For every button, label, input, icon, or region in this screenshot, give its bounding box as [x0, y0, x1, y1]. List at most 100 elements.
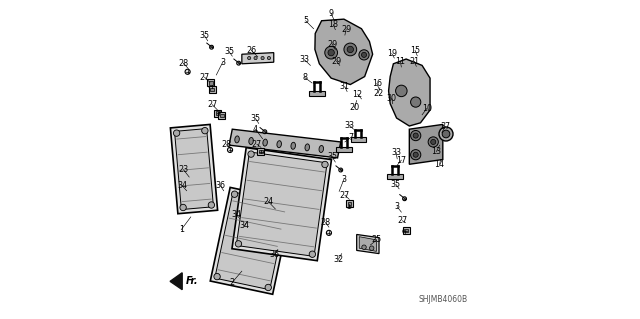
- Text: 29: 29: [327, 40, 337, 48]
- Text: 14: 14: [435, 160, 445, 169]
- Circle shape: [442, 130, 450, 138]
- Circle shape: [180, 204, 186, 211]
- Polygon shape: [232, 148, 332, 261]
- Polygon shape: [170, 273, 182, 290]
- Polygon shape: [387, 174, 403, 179]
- Text: 30: 30: [387, 94, 397, 103]
- Circle shape: [237, 61, 241, 65]
- Circle shape: [283, 202, 289, 208]
- Circle shape: [232, 191, 238, 197]
- Circle shape: [439, 127, 453, 141]
- Text: 20: 20: [349, 103, 360, 112]
- Bar: [259, 150, 263, 153]
- Circle shape: [214, 273, 220, 280]
- Ellipse shape: [305, 144, 310, 151]
- Bar: [207, 79, 214, 86]
- Text: 11: 11: [396, 57, 405, 66]
- Bar: [346, 200, 353, 207]
- Bar: [209, 86, 216, 93]
- Polygon shape: [242, 53, 274, 64]
- Circle shape: [208, 202, 214, 208]
- Polygon shape: [315, 19, 372, 85]
- Circle shape: [261, 56, 264, 60]
- Bar: [214, 110, 221, 117]
- Text: 2: 2: [230, 278, 235, 287]
- Text: 27: 27: [252, 140, 262, 149]
- Ellipse shape: [235, 136, 239, 143]
- Text: 33: 33: [344, 121, 355, 130]
- Circle shape: [268, 56, 271, 60]
- Circle shape: [396, 85, 407, 97]
- Circle shape: [309, 251, 316, 257]
- Circle shape: [254, 56, 257, 60]
- Circle shape: [210, 45, 214, 49]
- Circle shape: [411, 97, 421, 107]
- Circle shape: [209, 84, 214, 89]
- Polygon shape: [410, 124, 443, 164]
- Circle shape: [347, 46, 353, 53]
- Text: 35: 35: [224, 47, 234, 56]
- Text: 28: 28: [179, 59, 189, 68]
- Circle shape: [324, 46, 337, 59]
- Circle shape: [431, 139, 436, 145]
- Text: 31: 31: [340, 82, 350, 91]
- Bar: [211, 87, 214, 91]
- Polygon shape: [170, 124, 218, 214]
- Circle shape: [185, 69, 190, 74]
- Circle shape: [216, 111, 221, 116]
- Text: 10: 10: [422, 104, 432, 113]
- Circle shape: [227, 147, 232, 152]
- Circle shape: [413, 152, 419, 157]
- Polygon shape: [175, 129, 214, 210]
- Polygon shape: [388, 59, 430, 126]
- Ellipse shape: [319, 145, 324, 152]
- Circle shape: [248, 151, 254, 157]
- Bar: [220, 114, 223, 117]
- Circle shape: [344, 43, 356, 56]
- Text: 16: 16: [372, 79, 382, 88]
- Text: 9: 9: [328, 9, 333, 18]
- Text: 24: 24: [263, 197, 273, 206]
- Bar: [404, 228, 408, 232]
- Circle shape: [259, 149, 264, 154]
- Circle shape: [403, 229, 408, 234]
- Text: 22: 22: [373, 89, 383, 98]
- Polygon shape: [359, 237, 376, 251]
- Circle shape: [339, 168, 342, 172]
- Polygon shape: [335, 147, 352, 152]
- Text: 7: 7: [349, 133, 354, 142]
- Text: 32: 32: [333, 255, 344, 263]
- Ellipse shape: [249, 137, 253, 145]
- Circle shape: [328, 49, 334, 56]
- Text: 37: 37: [440, 122, 450, 131]
- Text: 29: 29: [341, 25, 351, 34]
- Bar: [216, 111, 220, 115]
- Text: 33: 33: [300, 56, 310, 64]
- Circle shape: [326, 230, 332, 235]
- Text: 34: 34: [239, 221, 249, 230]
- Circle shape: [369, 246, 374, 250]
- Circle shape: [411, 130, 421, 141]
- Ellipse shape: [277, 141, 282, 148]
- Text: 34: 34: [177, 181, 187, 190]
- Bar: [403, 227, 410, 234]
- Text: SHJMB4060B: SHJMB4060B: [419, 295, 467, 304]
- Text: 3: 3: [395, 202, 400, 211]
- Text: 36: 36: [216, 181, 225, 190]
- Text: 27: 27: [340, 191, 350, 200]
- Circle shape: [428, 137, 438, 147]
- Bar: [257, 148, 264, 155]
- Circle shape: [248, 56, 251, 60]
- Text: 21: 21: [409, 57, 419, 66]
- Bar: [348, 202, 351, 205]
- Polygon shape: [215, 192, 288, 290]
- Circle shape: [413, 133, 419, 138]
- Text: 35: 35: [327, 152, 337, 161]
- Text: 35: 35: [200, 31, 209, 40]
- Text: 28: 28: [321, 218, 331, 227]
- Ellipse shape: [263, 139, 268, 146]
- Circle shape: [359, 50, 369, 60]
- Text: 36: 36: [269, 250, 280, 259]
- Text: 35: 35: [250, 114, 260, 123]
- Bar: [218, 112, 225, 119]
